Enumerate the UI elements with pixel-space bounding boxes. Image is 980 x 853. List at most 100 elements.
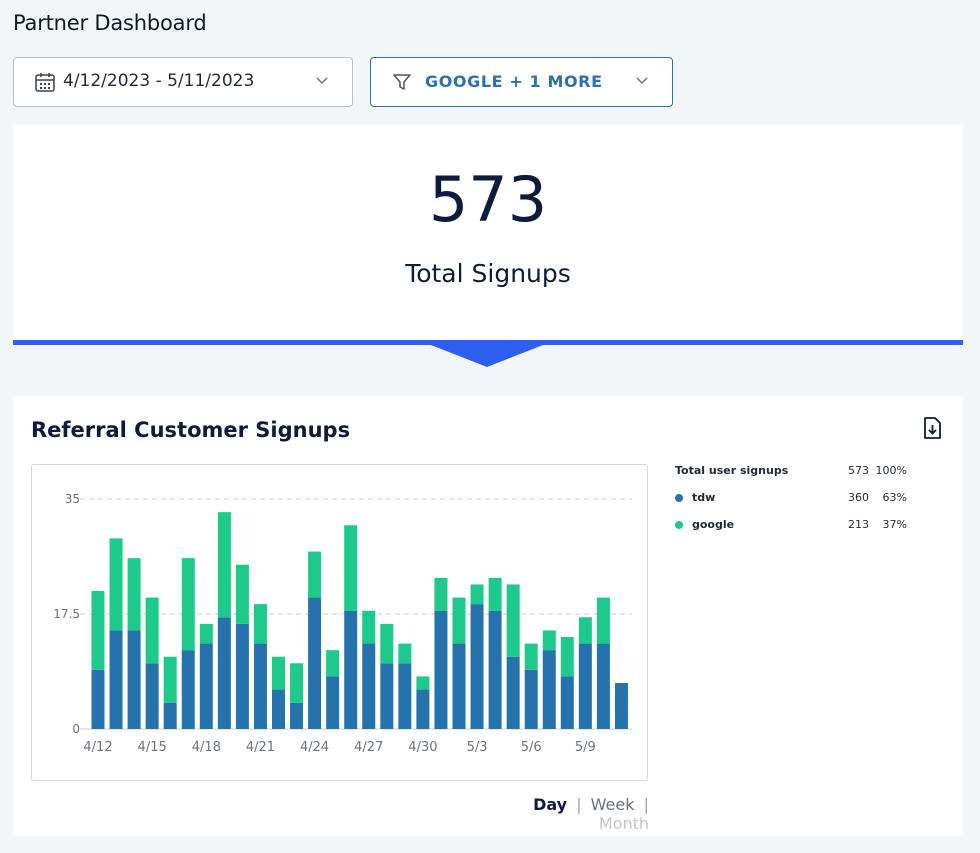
total-signups-label: Total Signups [405, 259, 571, 288]
legend-item-pct: 37% [882, 518, 907, 531]
bar-segment-tdw [452, 643, 466, 729]
x-tick-label: 4/12 [83, 740, 112, 755]
calendar-icon [35, 73, 55, 92]
bar-segment-google [362, 610, 376, 644]
bar-segment-google [542, 630, 556, 651]
range-option-day[interactable]: Day [533, 795, 568, 814]
bar-segment-google [596, 597, 610, 644]
bar-segment-tdw [145, 663, 159, 729]
legend-item-count: 213 [848, 518, 869, 531]
x-tick-label: 4/18 [192, 740, 221, 755]
bar-segment-tdw [326, 676, 340, 729]
bar-segment-tdw [91, 669, 105, 729]
page-title: Partner Dashboard [13, 11, 207, 35]
bar-segment-tdw [181, 650, 195, 729]
total-signups-value: 573 [428, 163, 548, 236]
range-separator: | [576, 795, 582, 814]
bar-segment-tdw [614, 683, 628, 729]
bar-segment-tdw [290, 702, 304, 729]
file-download-icon[interactable] [921, 416, 943, 440]
bar-segment-google [253, 604, 267, 644]
stacked-bar-chart: 0 17.5 35 4/12 4/15 4/18 4/21 4/24 4/27 4/30 5/3 5/… [53, 492, 632, 755]
legend-item-label: google [692, 518, 735, 531]
partner-filter-select[interactable]: GOOGLE + 1 MORE [370, 57, 673, 107]
bar-segment-tdw [199, 643, 213, 729]
range-option-month[interactable]: Month [598, 814, 649, 833]
bar-segment-tdw [488, 610, 502, 729]
bar-segment-tdw [253, 643, 267, 729]
legend-total-count: 573 [848, 464, 869, 477]
range-separator: | [643, 795, 649, 814]
partner-filter-value: GOOGLE + 1 MORE [425, 72, 603, 91]
bar-segment-google [127, 558, 141, 631]
legend-total-row: Total user signups 573 100% [675, 464, 907, 478]
x-tick-label: 4/15 [138, 740, 167, 755]
bar-segment-tdw [235, 623, 249, 729]
x-tick-label: 4/21 [246, 740, 275, 755]
bar-segment-tdw [272, 689, 285, 729]
bar-segment-tdw [416, 689, 430, 729]
bar-segment-google [181, 558, 195, 651]
bar-segment-tdw [434, 610, 448, 729]
bar-segment-google [506, 584, 520, 657]
bar-segment-google [109, 538, 123, 631]
bar-segment-google [434, 577, 448, 611]
selected-card-indicator [13, 340, 963, 345]
referral-signups-card: Referral Customer Signups 0 17.5 35 4/12 4/1… [13, 396, 963, 836]
legend-total-label: Total user signups [675, 464, 789, 477]
bar-segment-tdw [308, 597, 322, 729]
selected-card-arrow [431, 345, 543, 367]
chart-area: 0 17.5 35 4/12 4/15 4/18 4/21 4/24 4/27 4/30 5/3 5/… [31, 464, 648, 781]
range-toggle: Day | Week | Month [483, 795, 649, 833]
bar-segment-tdw [398, 663, 412, 729]
bar-segment-tdw [380, 663, 394, 729]
bar-segment-google [416, 676, 430, 690]
x-tick-label: 4/27 [354, 740, 383, 755]
bar-segment-google [380, 623, 394, 664]
bar-segment-tdw [344, 610, 358, 729]
chart-title: Referral Customer Signups [31, 418, 351, 442]
bar-segment-google [344, 525, 358, 611]
legend-dot-tdw [675, 494, 683, 502]
legend-item-pct: 63% [882, 491, 907, 504]
bar-segment-tdw [109, 630, 123, 729]
bar-segment-google [91, 591, 105, 670]
x-tick-label: 5/9 [575, 740, 596, 755]
bar-segment-google [308, 551, 322, 598]
bar-segment-tdw [362, 643, 376, 729]
bar-segment-tdw [470, 604, 484, 729]
legend-total-pct: 100% [875, 464, 907, 477]
bar-segment-tdw [163, 702, 177, 729]
bar-segment-google [488, 577, 502, 611]
x-tick-label: 4/24 [300, 740, 329, 755]
x-tick-label: 5/6 [521, 740, 542, 755]
legend-item-google[interactable]: google 213 37% [675, 518, 907, 532]
bar-segment-tdw [560, 676, 574, 729]
range-option-week[interactable]: Week [590, 795, 635, 814]
bar-segment-google [163, 656, 177, 703]
x-tick-label: 5/3 [467, 740, 488, 755]
total-signups-card[interactable]: 573 Total Signups [13, 125, 963, 342]
bar-segment-google [272, 656, 285, 690]
bar-segment-google [470, 584, 484, 605]
x-tick-label: 4/30 [408, 740, 437, 755]
bar-segment-tdw [217, 617, 231, 729]
bar-segment-google [524, 643, 538, 670]
filter-funnel-icon [393, 74, 411, 90]
bar-segment-google [326, 650, 340, 677]
bar-segment-google [145, 597, 159, 664]
bar-segment-tdw [506, 656, 520, 729]
bar-segment-tdw [542, 650, 556, 729]
legend-item-label: tdw [692, 491, 716, 504]
bar-segment-google [560, 637, 574, 677]
bar-segment-google [290, 663, 304, 703]
bar-segment-google [235, 564, 249, 624]
bar-segment-tdw [596, 643, 610, 729]
legend-item-tdw[interactable]: tdw 360 63% [675, 491, 907, 505]
y-tick-label: 17.5 [53, 607, 80, 621]
legend-item-count: 360 [848, 491, 869, 504]
date-range-value: 4/12/2023 - 5/11/2023 [63, 71, 255, 91]
date-range-select[interactable]: 4/12/2023 - 5/11/2023 [13, 57, 353, 107]
legend-dot-google [675, 521, 683, 529]
bar-segment-tdw [578, 643, 592, 729]
